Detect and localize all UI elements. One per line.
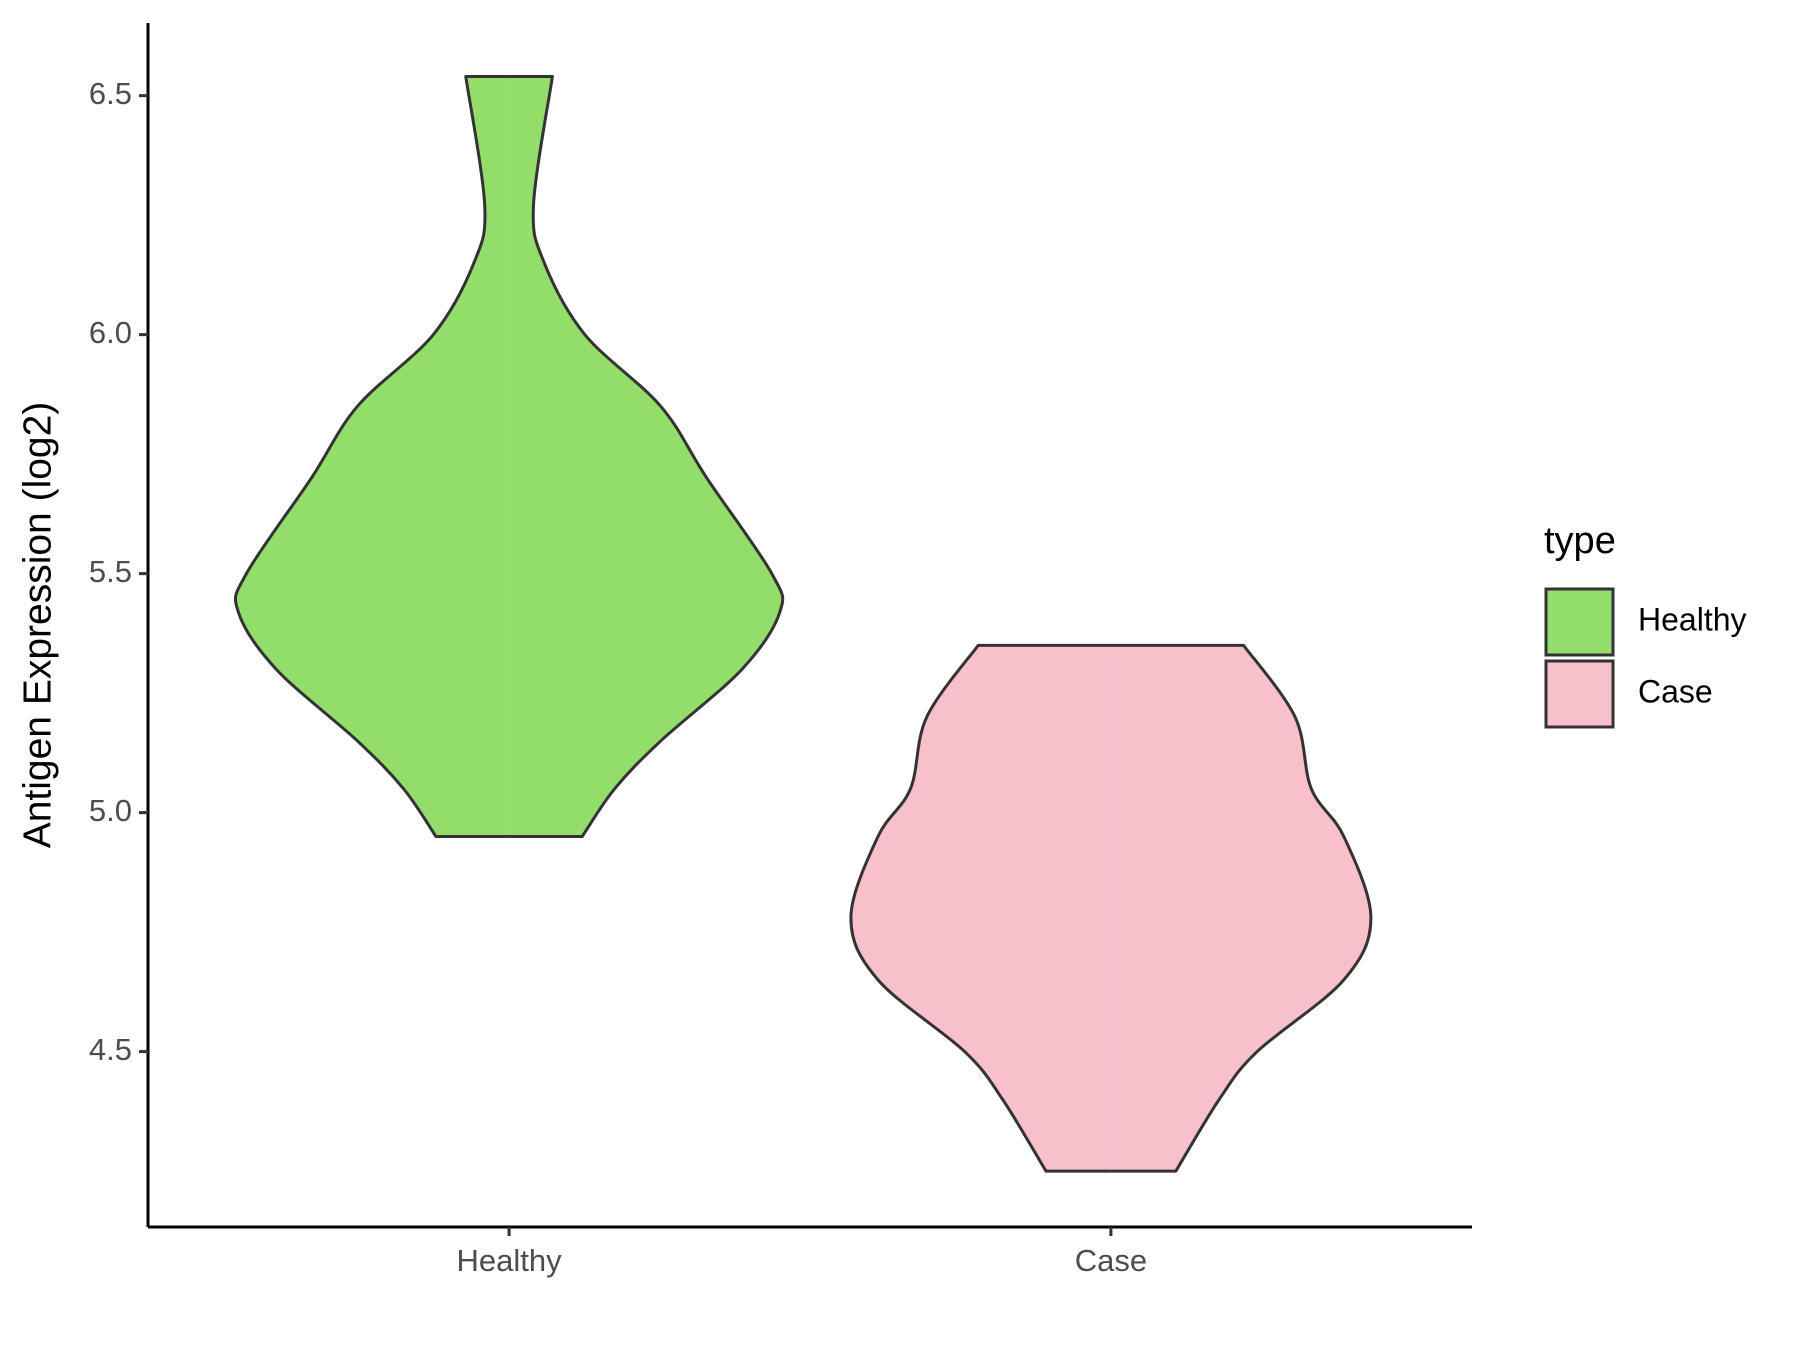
legend-key bbox=[1544, 587, 1615, 657]
x-tick-label: Healthy bbox=[457, 1243, 563, 1278]
legend-key bbox=[1544, 659, 1615, 729]
y-tick-label: 6.5 bbox=[89, 76, 132, 111]
legend-label: Healthy bbox=[1638, 601, 1747, 637]
y-tick-label: 6.0 bbox=[89, 315, 132, 350]
violin-half bbox=[233, 75, 510, 839]
y-tick-label: 4.5 bbox=[89, 1032, 132, 1067]
y-tick-label: 5.5 bbox=[89, 554, 132, 589]
y-axis-title: Antigen Expression (log2) bbox=[16, 402, 59, 849]
violin-half bbox=[509, 75, 785, 839]
legend-label: Case bbox=[1638, 673, 1713, 709]
legend-title: type bbox=[1544, 520, 1616, 562]
y-tick-label: 5.0 bbox=[89, 793, 132, 828]
violin-half bbox=[1110, 643, 1373, 1173]
violin-half bbox=[849, 643, 1111, 1173]
x-tick-label: Case bbox=[1075, 1243, 1147, 1278]
